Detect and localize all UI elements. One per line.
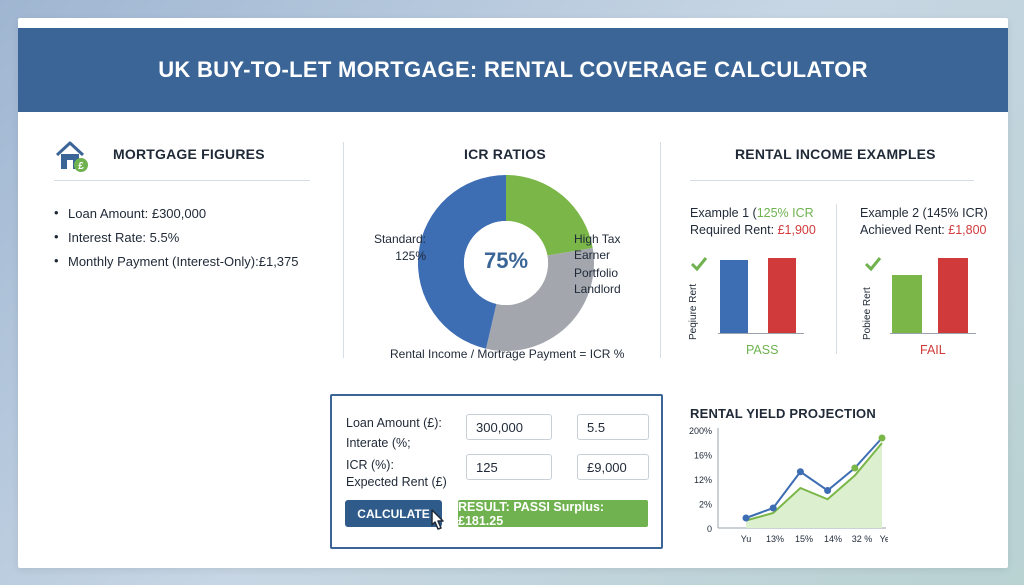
example1-prefix: Example 1 ( (690, 206, 757, 220)
icr-formula: Rental Income / Mortrage Payment = ICR % (390, 347, 625, 361)
data-point (824, 487, 832, 494)
interest-rate-item: Interest Rate: 5.5% (54, 229, 299, 245)
chart-title: RENTAL YIELD PROJECTION (690, 406, 876, 421)
data-point (878, 434, 886, 442)
expected-rent-input[interactable]: £9,000 (577, 454, 649, 480)
icr-label-portfolio: Portfolio Landlord (574, 266, 644, 296)
expected-rent-label: Expected Rent (£) (346, 475, 447, 489)
y-tick-label: 200% (689, 426, 712, 436)
example1-bar-chart (718, 254, 818, 334)
mortgage-divider (54, 180, 310, 181)
icr-ratios-title: ICR RATIOS (464, 146, 546, 162)
example1-rent-value: £1,900 (777, 223, 816, 237)
monthly-payment-item: Monthly Payment (Interest-Only):£1,375 (54, 253, 299, 269)
example1-rent: Required Rent: £1,900 (690, 223, 816, 237)
y-tick-label: 2% (699, 500, 712, 510)
icr-donut-chart (416, 173, 596, 353)
page-title: UK BUY-TO-LET MORTGAGE: RENTAL COVERAGE … (158, 57, 868, 82)
series-line-blue (745, 437, 883, 519)
data-point (769, 504, 777, 512)
icr-input[interactable]: 125 (466, 454, 552, 480)
icr-label: ICR (%): (346, 458, 394, 472)
example2-bar-required (938, 258, 968, 334)
loan-amount-input[interactable]: 300,000 (466, 414, 552, 440)
series-line-green (745, 442, 883, 522)
icr-label-high-tax: High Tax Earner (574, 232, 644, 262)
data-point (851, 464, 859, 472)
icr-high-tax-line1: High Tax (574, 232, 621, 246)
data-point (742, 514, 750, 522)
house-pound-icon: £ (54, 140, 90, 174)
example2-rent-value: £1,800 (948, 223, 987, 237)
example2-rent: Achieved Rent: £1,800 (860, 223, 986, 237)
example2-status: FAIL (920, 343, 946, 357)
check-icon (864, 256, 882, 272)
example2-axis-label: Pobiee Rert (858, 280, 880, 340)
data-point (796, 468, 804, 476)
cursor-pointer-icon (426, 508, 448, 534)
svg-text:£: £ (78, 161, 84, 172)
example1-icr: 125% ICR (756, 206, 814, 220)
icr-standard-line2: 125% (395, 249, 426, 263)
example2-bar-chart (890, 254, 990, 334)
loan-amount-item: Loan Amount: £300,000 (54, 205, 299, 221)
example2-axis-text: Pobiee Rert (862, 287, 873, 340)
icr-portfolio-line2: Landlord (574, 282, 621, 296)
icr-segment-standard (506, 175, 593, 256)
header-bar: UK BUY-TO-LET MORTGAGE: RENTAL COVERAGE … (18, 28, 1008, 112)
icr-standard-line1: Standard: (373, 232, 426, 246)
icr-center-value: 75% (483, 248, 529, 273)
x-tick-label: 15% (795, 534, 813, 544)
example1-axis-label: Peqiure Rert (684, 280, 706, 340)
example1-heading: Example 1 (125% ICR (690, 206, 814, 220)
column-divider-1 (343, 142, 344, 358)
example1-rent-label: Required Rent: (690, 223, 778, 237)
x-tick-label: 32 % (852, 534, 873, 544)
example2-rent-label: Achieved Rent: (860, 223, 949, 237)
x-tick-label: Years (880, 534, 888, 544)
mortgage-list: Loan Amount: £300,000 Interest Rate: 5.5… (54, 205, 299, 278)
interest-rate-input[interactable]: 5.5 (577, 414, 649, 440)
y-tick-label: 12% (694, 475, 712, 485)
icr-label-standard: Standard: 125% (372, 232, 426, 263)
icr-portfolio-line1: Portfolio (574, 266, 619, 280)
loan-amount-label: Loan Amount (£): (346, 416, 442, 430)
calculate-button[interactable]: CALCULATE (345, 500, 442, 527)
icr-high-tax-line2: Earner (574, 248, 611, 262)
x-tick-label: 13% (766, 534, 784, 544)
check-icon (690, 256, 708, 272)
x-tick-label: Yu (741, 534, 752, 544)
y-tick-label: 0 (707, 524, 712, 534)
examples-divider (690, 180, 974, 181)
interest-rate-label: Interate (%; (346, 436, 411, 450)
example1-bar-required (720, 259, 748, 334)
rental-examples-title: RENTAL INCOME EXAMPLES (735, 146, 936, 162)
column-divider-2 (660, 142, 661, 358)
examples-divider-vertical (836, 204, 837, 354)
icr-segment-blue (417, 175, 506, 349)
example2-bar-achieved (892, 274, 922, 334)
example1-axis-text: Peqiure Rert (688, 283, 699, 340)
mortgage-figures-title: MORTGAGE FIGURES (113, 146, 265, 162)
icr-segment-portfolio (486, 248, 594, 352)
example1-status: PASS (746, 343, 779, 357)
example1-bar-actual (768, 258, 796, 334)
rental-yield-chart: 200% 16% 12% 2% 0 Yu 13% 15% 14% 32 % Years (689, 426, 888, 544)
main-card: UK BUY-TO-LET MORTGAGE: RENTAL COVERAGE … (18, 18, 1008, 568)
x-tick-label: 14% (824, 534, 842, 544)
result-badge: RESULT: PASSI Surplus: £181.25 (458, 500, 648, 528)
y-tick-label: 16% (694, 451, 712, 461)
example2-heading: Example 2 (145% ICR) (860, 206, 988, 220)
